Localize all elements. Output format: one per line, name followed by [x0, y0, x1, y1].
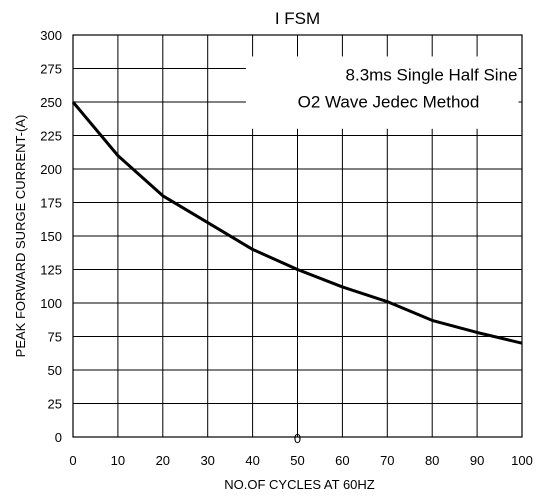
x-tick-label: 20: [156, 453, 170, 468]
chart-title: I FSM: [275, 9, 320, 28]
x-tick-label: 10: [111, 453, 125, 468]
y-tick-label: 75: [48, 330, 62, 345]
x-tick-label: 90: [470, 453, 484, 468]
plot-frame: [72, 34, 523, 438]
x-tick-label: 70: [380, 453, 394, 468]
x-axis-label: NO.OF CYCLES AT 60HZ: [224, 477, 375, 492]
y-tick-label: 200: [40, 162, 62, 177]
stray-zero-label: 0: [294, 431, 301, 446]
x-tick-label: 40: [245, 453, 259, 468]
y-tick-label: 250: [40, 95, 62, 110]
y-tick-labels: 0 25 50 75 100 125 150 175 200 225 250 275 300: [40, 28, 62, 445]
y-tick-label: 275: [40, 62, 62, 77]
y-tick-label: 175: [40, 196, 62, 211]
y-tick-label: 125: [40, 263, 62, 278]
y-tick-label: 100: [40, 296, 62, 311]
y-tick-label: 300: [40, 28, 62, 43]
x-tick-label: 80: [425, 453, 439, 468]
annotation-box: [245, 56, 519, 129]
series-group: [71, 101, 523, 345]
y-tick-label: 225: [40, 129, 62, 144]
x-tick-label: 100: [511, 453, 533, 468]
y-axis-label: PEAK FORWARD SURGE CURRENT-(A): [13, 115, 28, 358]
x-tick-label: 30: [200, 453, 214, 468]
x-tick-label: 0: [69, 453, 76, 468]
annotation-line-2: O2 Wave Jedec Method: [298, 92, 480, 111]
x-tick-label: 60: [335, 453, 349, 468]
y-tick-label: 0: [55, 430, 62, 445]
y-tick-label: 150: [40, 229, 62, 244]
annotation-line-1: 8.3ms Single Half Sine: [346, 66, 518, 85]
x-tick-label: 50: [290, 453, 304, 468]
y-tick-label: 50: [48, 363, 62, 378]
x-tick-labels: 0 10 20 30 40 50 60 70 80 90 100: [69, 453, 532, 468]
y-tick-label: 25: [48, 397, 62, 412]
